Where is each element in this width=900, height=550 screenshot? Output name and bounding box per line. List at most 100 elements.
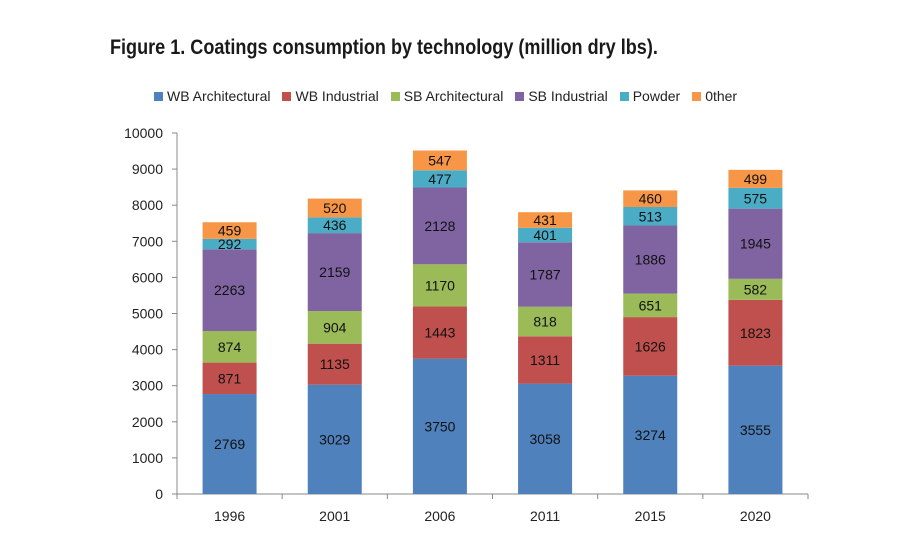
bar-segment xyxy=(623,225,678,294)
data-label: 1311 xyxy=(530,352,560,368)
x-tick-label: 2006 xyxy=(424,508,455,524)
bar-segment xyxy=(412,264,467,307)
legend-label: Powder xyxy=(632,88,681,104)
bar-segment xyxy=(307,233,362,312)
legend-swatch xyxy=(154,91,163,101)
bar-segment xyxy=(202,394,257,494)
data-label: 1787 xyxy=(530,266,561,282)
legend-label: 0ther xyxy=(705,88,738,104)
bar-segment xyxy=(412,170,467,188)
bar-segment xyxy=(412,150,467,171)
x-tick-label: 1996 xyxy=(214,508,245,524)
bar-segment xyxy=(202,238,257,250)
bar-segment xyxy=(623,317,678,376)
data-label: 651 xyxy=(639,297,663,313)
data-label: 1886 xyxy=(635,252,666,268)
bar-segment xyxy=(307,217,362,234)
data-label: 477 xyxy=(428,171,452,187)
data-label: 2769 xyxy=(214,436,245,452)
bar-segment xyxy=(623,293,678,318)
bar-segment xyxy=(728,365,783,494)
data-label: 1626 xyxy=(635,338,666,354)
data-label: 292 xyxy=(218,236,242,252)
bar-segment xyxy=(623,207,678,226)
bar-segment xyxy=(518,383,573,494)
data-label: 904 xyxy=(323,319,347,335)
x-tick-label: 2015 xyxy=(635,508,666,524)
data-label: 1443 xyxy=(424,325,455,341)
bar-segment xyxy=(623,190,678,208)
bar-segment xyxy=(518,212,573,228)
legend-item: 0ther xyxy=(692,88,737,104)
bar-segment xyxy=(307,384,362,494)
legend-swatch xyxy=(515,91,525,101)
data-label: 3750 xyxy=(424,418,455,434)
bar-segment xyxy=(412,187,467,265)
data-label: 818 xyxy=(533,314,557,330)
data-label: 436 xyxy=(323,217,347,233)
legend-label: SB Architectural xyxy=(403,88,504,104)
bar-segment xyxy=(518,306,573,337)
legend-item: SB Industrial xyxy=(515,88,608,104)
legend-item: SB Architectural xyxy=(390,88,504,104)
y-tick-label: 1000 xyxy=(132,450,163,466)
data-label: 3058 xyxy=(530,431,561,447)
data-label: 2263 xyxy=(214,282,245,298)
data-label: 547 xyxy=(428,152,452,168)
bar-segment xyxy=(412,358,467,494)
bar-segment xyxy=(728,299,783,366)
legend-swatch xyxy=(390,91,400,101)
data-label: 3555 xyxy=(740,422,771,438)
bar-segment xyxy=(623,375,678,494)
data-label: 2159 xyxy=(319,264,350,280)
bar-segment xyxy=(202,362,257,395)
legend: WB Architectural WB Industrial SB Architec… xyxy=(154,88,749,104)
bar-segment xyxy=(307,311,362,344)
data-label: 871 xyxy=(218,370,242,386)
bar-segment xyxy=(728,208,783,279)
data-label: 520 xyxy=(323,200,347,216)
x-tick-label: 2011 xyxy=(530,508,560,524)
bar-segment xyxy=(307,343,362,385)
data-label: 1170 xyxy=(425,277,455,293)
data-label: 1945 xyxy=(740,236,771,252)
data-label: 459 xyxy=(218,223,242,239)
chart-title: Figure 1. Coatings consumption by techno… xyxy=(110,36,658,59)
bar-segment xyxy=(518,227,573,243)
data-label: 2128 xyxy=(424,218,455,234)
data-label: 460 xyxy=(639,191,663,207)
legend-swatch xyxy=(619,91,629,101)
data-label: 1823 xyxy=(740,325,771,341)
data-label: 1135 xyxy=(320,356,350,372)
bar-segment xyxy=(202,249,257,332)
data-label: 513 xyxy=(639,208,663,224)
legend-item: WB Industrial xyxy=(282,88,379,104)
legend-swatch xyxy=(692,91,702,101)
y-tick-label: 10000 xyxy=(124,125,163,141)
bar-segment xyxy=(728,169,783,188)
y-tick-label: 6000 xyxy=(132,269,163,285)
data-label: 582 xyxy=(744,281,768,297)
bar-segment xyxy=(728,278,783,300)
bar-segment xyxy=(518,336,573,384)
y-tick-label: 2000 xyxy=(132,414,163,430)
data-label: 401 xyxy=(533,227,557,243)
data-label: 499 xyxy=(744,171,768,187)
data-label: 3029 xyxy=(319,431,350,447)
y-tick-label: 9000 xyxy=(132,161,163,177)
bar-segment xyxy=(518,242,573,307)
data-label: 431 xyxy=(533,212,557,228)
data-label: 3274 xyxy=(635,427,666,443)
y-tick-label: 3000 xyxy=(132,378,163,394)
y-tick-label: 8000 xyxy=(132,197,163,213)
bar-segment xyxy=(202,222,257,239)
legend-label: WB Industrial xyxy=(295,88,379,104)
data-label: 874 xyxy=(218,339,242,355)
y-tick-label: 0 xyxy=(155,486,163,502)
legend-item: WB Architectural xyxy=(154,88,270,104)
bar-segment xyxy=(307,198,362,218)
legend-swatch xyxy=(282,91,292,101)
x-tick-label: 2001 xyxy=(319,508,350,524)
bar-segment xyxy=(728,187,783,209)
